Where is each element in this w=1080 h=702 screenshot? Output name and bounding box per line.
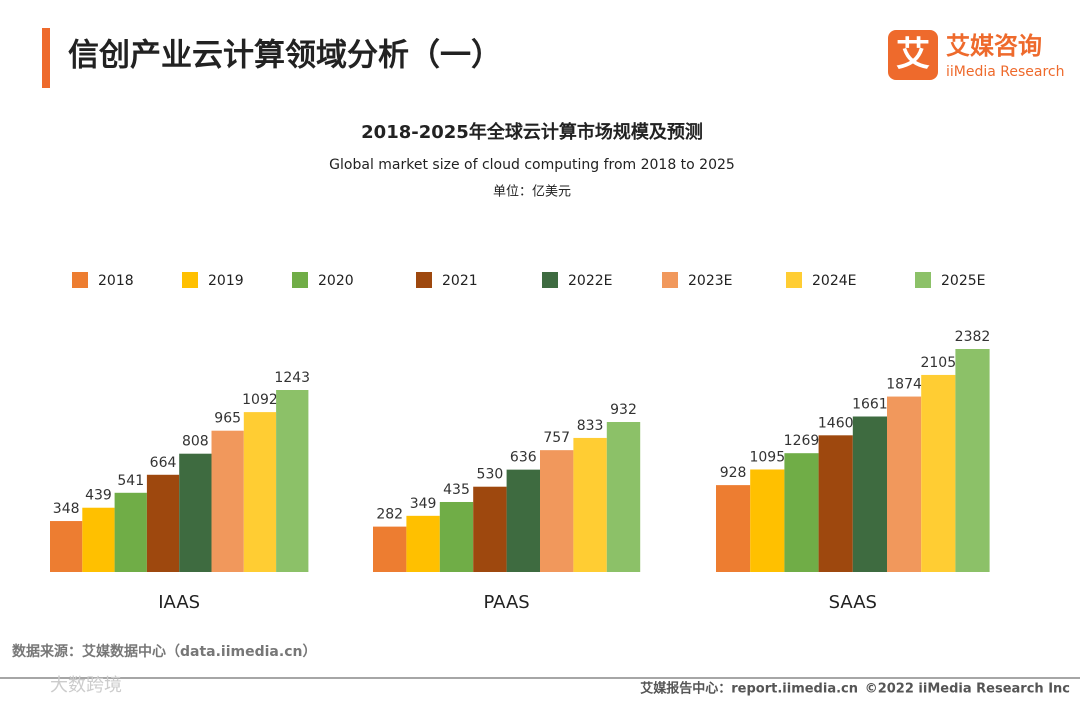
value-label: 664 — [150, 455, 177, 471]
value-label: 636 — [510, 450, 537, 466]
legend-swatch — [786, 272, 802, 288]
value-label: 541 — [117, 473, 144, 489]
legend-swatch — [72, 272, 88, 288]
value-label: 435 — [443, 482, 470, 498]
value-label: 757 — [543, 430, 570, 446]
bar — [818, 435, 853, 572]
value-label: 1095 — [749, 449, 785, 465]
bar — [887, 396, 922, 572]
value-label: 1092 — [242, 392, 278, 408]
value-label: 928 — [720, 465, 747, 481]
legend-swatch — [292, 272, 308, 288]
bar — [179, 453, 212, 572]
legend-swatch — [182, 272, 198, 288]
category-label: PAAS — [483, 592, 529, 613]
bar — [852, 416, 887, 572]
legend-label: 2023E — [688, 273, 732, 289]
bar — [146, 474, 180, 572]
value-label: 833 — [577, 418, 604, 434]
bar — [373, 526, 407, 572]
legend-label: 2020 — [318, 273, 354, 289]
bar — [573, 437, 607, 572]
logo-box — [888, 30, 938, 80]
bar — [750, 469, 785, 572]
value-label: 1243 — [274, 370, 310, 386]
bar — [784, 453, 819, 572]
watermark: 大数跨境 — [50, 675, 122, 696]
value-label: 1661 — [852, 396, 888, 412]
value-label: 282 — [376, 507, 403, 523]
source: 数据来源：艾媒数据中心（data.iimedia.cn） — [12, 643, 316, 660]
value-label: 348 — [53, 501, 80, 517]
value-label: 808 — [182, 434, 209, 450]
chart-unit: 单位：亿美元 — [493, 185, 571, 200]
bar — [716, 485, 751, 572]
bar — [606, 422, 641, 572]
copyright: ©2022 iiMedia Research Inc — [865, 682, 1070, 697]
legend-label: 2018 — [98, 273, 134, 289]
logo-sub: iiMedia Research — [946, 64, 1065, 80]
value-label: 965 — [214, 411, 241, 427]
value-label: 349 — [410, 496, 437, 512]
legend-label: 2024E — [812, 273, 856, 289]
legend-label: 2022E — [568, 273, 612, 289]
category-label: SAAS — [829, 592, 877, 613]
bar — [506, 469, 540, 572]
bar — [211, 430, 244, 572]
bar — [955, 349, 990, 572]
legend-label: 2019 — [208, 273, 244, 289]
value-label: 530 — [477, 467, 504, 483]
legend-label: 2021 — [442, 273, 478, 289]
bar — [406, 515, 440, 572]
bar — [114, 492, 147, 572]
legend-swatch — [416, 272, 432, 288]
value-label: 1874 — [886, 377, 922, 393]
logo-mark: 艾 — [896, 35, 930, 75]
value-label: 2105 — [920, 355, 956, 371]
category-label: IAAS — [158, 592, 200, 613]
bar — [921, 374, 956, 572]
value-label: 2382 — [955, 329, 991, 345]
legend-swatch — [542, 272, 558, 288]
legend-swatch — [915, 272, 931, 288]
bar — [82, 507, 115, 572]
bar — [276, 390, 309, 572]
value-label: 1269 — [784, 433, 820, 449]
bar — [540, 450, 574, 572]
value-label: 439 — [85, 488, 112, 504]
value-label: 1460 — [818, 415, 854, 431]
logo-name: 艾媒咨询 — [946, 32, 1042, 60]
chart-subtitle: Global market size of cloud computing fr… — [329, 157, 735, 173]
bar — [50, 521, 83, 572]
value-label: 932 — [610, 402, 637, 418]
header-accent — [42, 28, 50, 88]
bar — [473, 486, 507, 572]
legend-label: 2025E — [941, 273, 985, 289]
report-site: 艾媒报告中心：report.iimedia.cn — [640, 681, 858, 697]
page-title: 信创产业云计算领域分析（一） — [68, 38, 502, 74]
chart-title: 2018-2025年全球云计算市场规模及预测 — [361, 121, 703, 143]
bar — [439, 501, 474, 572]
bar — [243, 412, 277, 572]
legend-swatch — [662, 272, 678, 288]
